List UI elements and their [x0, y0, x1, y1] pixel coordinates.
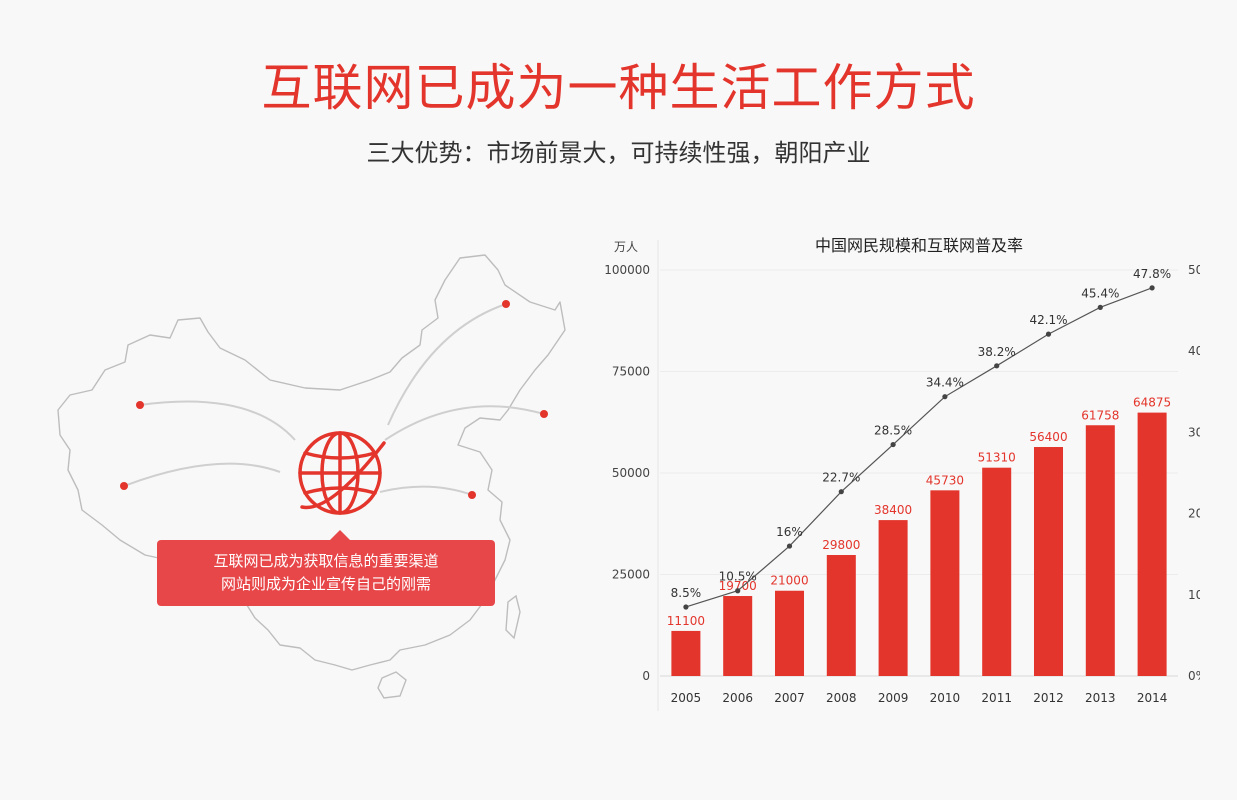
rate-line	[685, 287, 1153, 608]
y2-tick-label: 50%	[1188, 263, 1200, 277]
bar-data-label: 11100	[667, 614, 705, 628]
y-tick-label: 50000	[612, 466, 650, 480]
china-map-illustration	[40, 240, 600, 720]
page-title: 互联网已成为一种生活工作方式	[261, 59, 976, 117]
connector-curve	[139, 400, 296, 441]
map-outline-hainan	[377, 671, 407, 699]
x-tick-label: 2010	[930, 691, 961, 705]
connector-curve	[123, 462, 281, 487]
connector-curve	[379, 485, 473, 496]
y-axis-label: 万人	[614, 240, 638, 254]
rate-data-label: 34.4%	[926, 376, 964, 390]
callout-box: 互联网已成为获取信息的重要渠道 网站则成为企业宣传自己的刚需	[157, 530, 495, 606]
y2-tick-label: 40%	[1188, 344, 1200, 358]
bar	[774, 590, 805, 676]
y2-tick-label: 10%	[1188, 588, 1200, 602]
y-tick-label: 25000	[612, 568, 650, 582]
bar	[1137, 412, 1167, 676]
bar	[930, 490, 960, 676]
rate-point	[786, 543, 793, 549]
bar	[826, 555, 856, 676]
x-tick-label: 2011	[981, 691, 1012, 705]
rate-point	[994, 363, 1000, 369]
city-dot	[540, 410, 548, 418]
rate-data-label: 28.5%	[874, 424, 912, 438]
china-map-outline	[57, 254, 566, 699]
x-tick-label: 2014	[1137, 691, 1168, 705]
rate-point	[942, 394, 948, 400]
bar	[1085, 425, 1115, 676]
bar-data-label: 51310	[978, 451, 1016, 465]
rate-point	[890, 441, 896, 448]
x-tick-label: 2008	[826, 691, 857, 705]
bar-data-label: 29800	[822, 538, 860, 552]
map-outline-taiwan	[505, 594, 521, 640]
city-dot	[468, 491, 476, 499]
callout-line-1: 互联网已成为获取信息的重要渠道	[213, 552, 439, 570]
x-tick-label: 2006	[722, 691, 753, 705]
y-tick-label: 100000	[604, 263, 650, 277]
bar	[1033, 447, 1064, 676]
bar-data-label: 45730	[926, 473, 964, 487]
x-tick-label: 2012	[1033, 691, 1064, 705]
bar	[878, 520, 908, 676]
rate-data-label: 10.5%	[719, 570, 757, 584]
internet-users-chart: 中国网民规模和互联网普及率 万人 0 25000 50000 75000 100000 0% 1…	[604, 236, 1200, 711]
rate-point	[1097, 304, 1103, 310]
rate-point	[838, 489, 844, 495]
y2-tick-label: 30%	[1188, 425, 1200, 439]
connector-curve	[384, 405, 545, 441]
x-tick-label: 2007	[774, 691, 805, 705]
y2-tick-label: 20%	[1188, 507, 1200, 521]
chart-title: 中国网民规模和互联网普及率	[815, 236, 1023, 255]
y2-tick-label: 0%	[1188, 669, 1200, 683]
map-outline-path	[57, 254, 566, 671]
rate-point	[735, 588, 741, 594]
bar-data-label: 64875	[1133, 396, 1171, 410]
bar	[982, 467, 1012, 676]
rate-data-label: 42.1%	[1029, 313, 1067, 327]
page-subtitle: 三大优势：市场前景大，可持续性强，朝阳产业	[366, 139, 871, 167]
rate-point	[1045, 331, 1052, 337]
rate-data-label: 45.4%	[1081, 286, 1119, 300]
rate-data-label: 16%	[776, 525, 803, 539]
rate-data-label: 8.5%	[671, 586, 702, 600]
x-tick-label: 2009	[878, 691, 909, 705]
rate-data-label: 22.7%	[822, 471, 860, 485]
rate-point	[1149, 285, 1155, 291]
callout-line-2: 网站则成为企业宣传自己的刚需	[220, 575, 431, 593]
city-dot	[120, 482, 128, 490]
bar-data-label: 61758	[1081, 408, 1119, 422]
x-tick-label: 2013	[1085, 691, 1116, 705]
city-dot	[136, 401, 144, 409]
rate-data-label: 38.2%	[978, 345, 1016, 359]
bar-data-label: 21000	[770, 574, 808, 588]
bar	[723, 596, 753, 676]
bar-data-label: 56400	[1029, 430, 1067, 444]
city-dot	[502, 300, 510, 308]
y-tick-label: 75000	[612, 365, 650, 379]
bar	[671, 630, 701, 676]
rate-data-label: 47.8%	[1133, 267, 1171, 281]
x-tick-label: 2005	[671, 691, 702, 705]
connector-curve	[387, 303, 507, 426]
rate-point	[683, 604, 689, 610]
bar-data-label: 38400	[874, 503, 912, 517]
globe-icon	[298, 431, 386, 515]
y-tick-label: 0	[642, 669, 650, 683]
